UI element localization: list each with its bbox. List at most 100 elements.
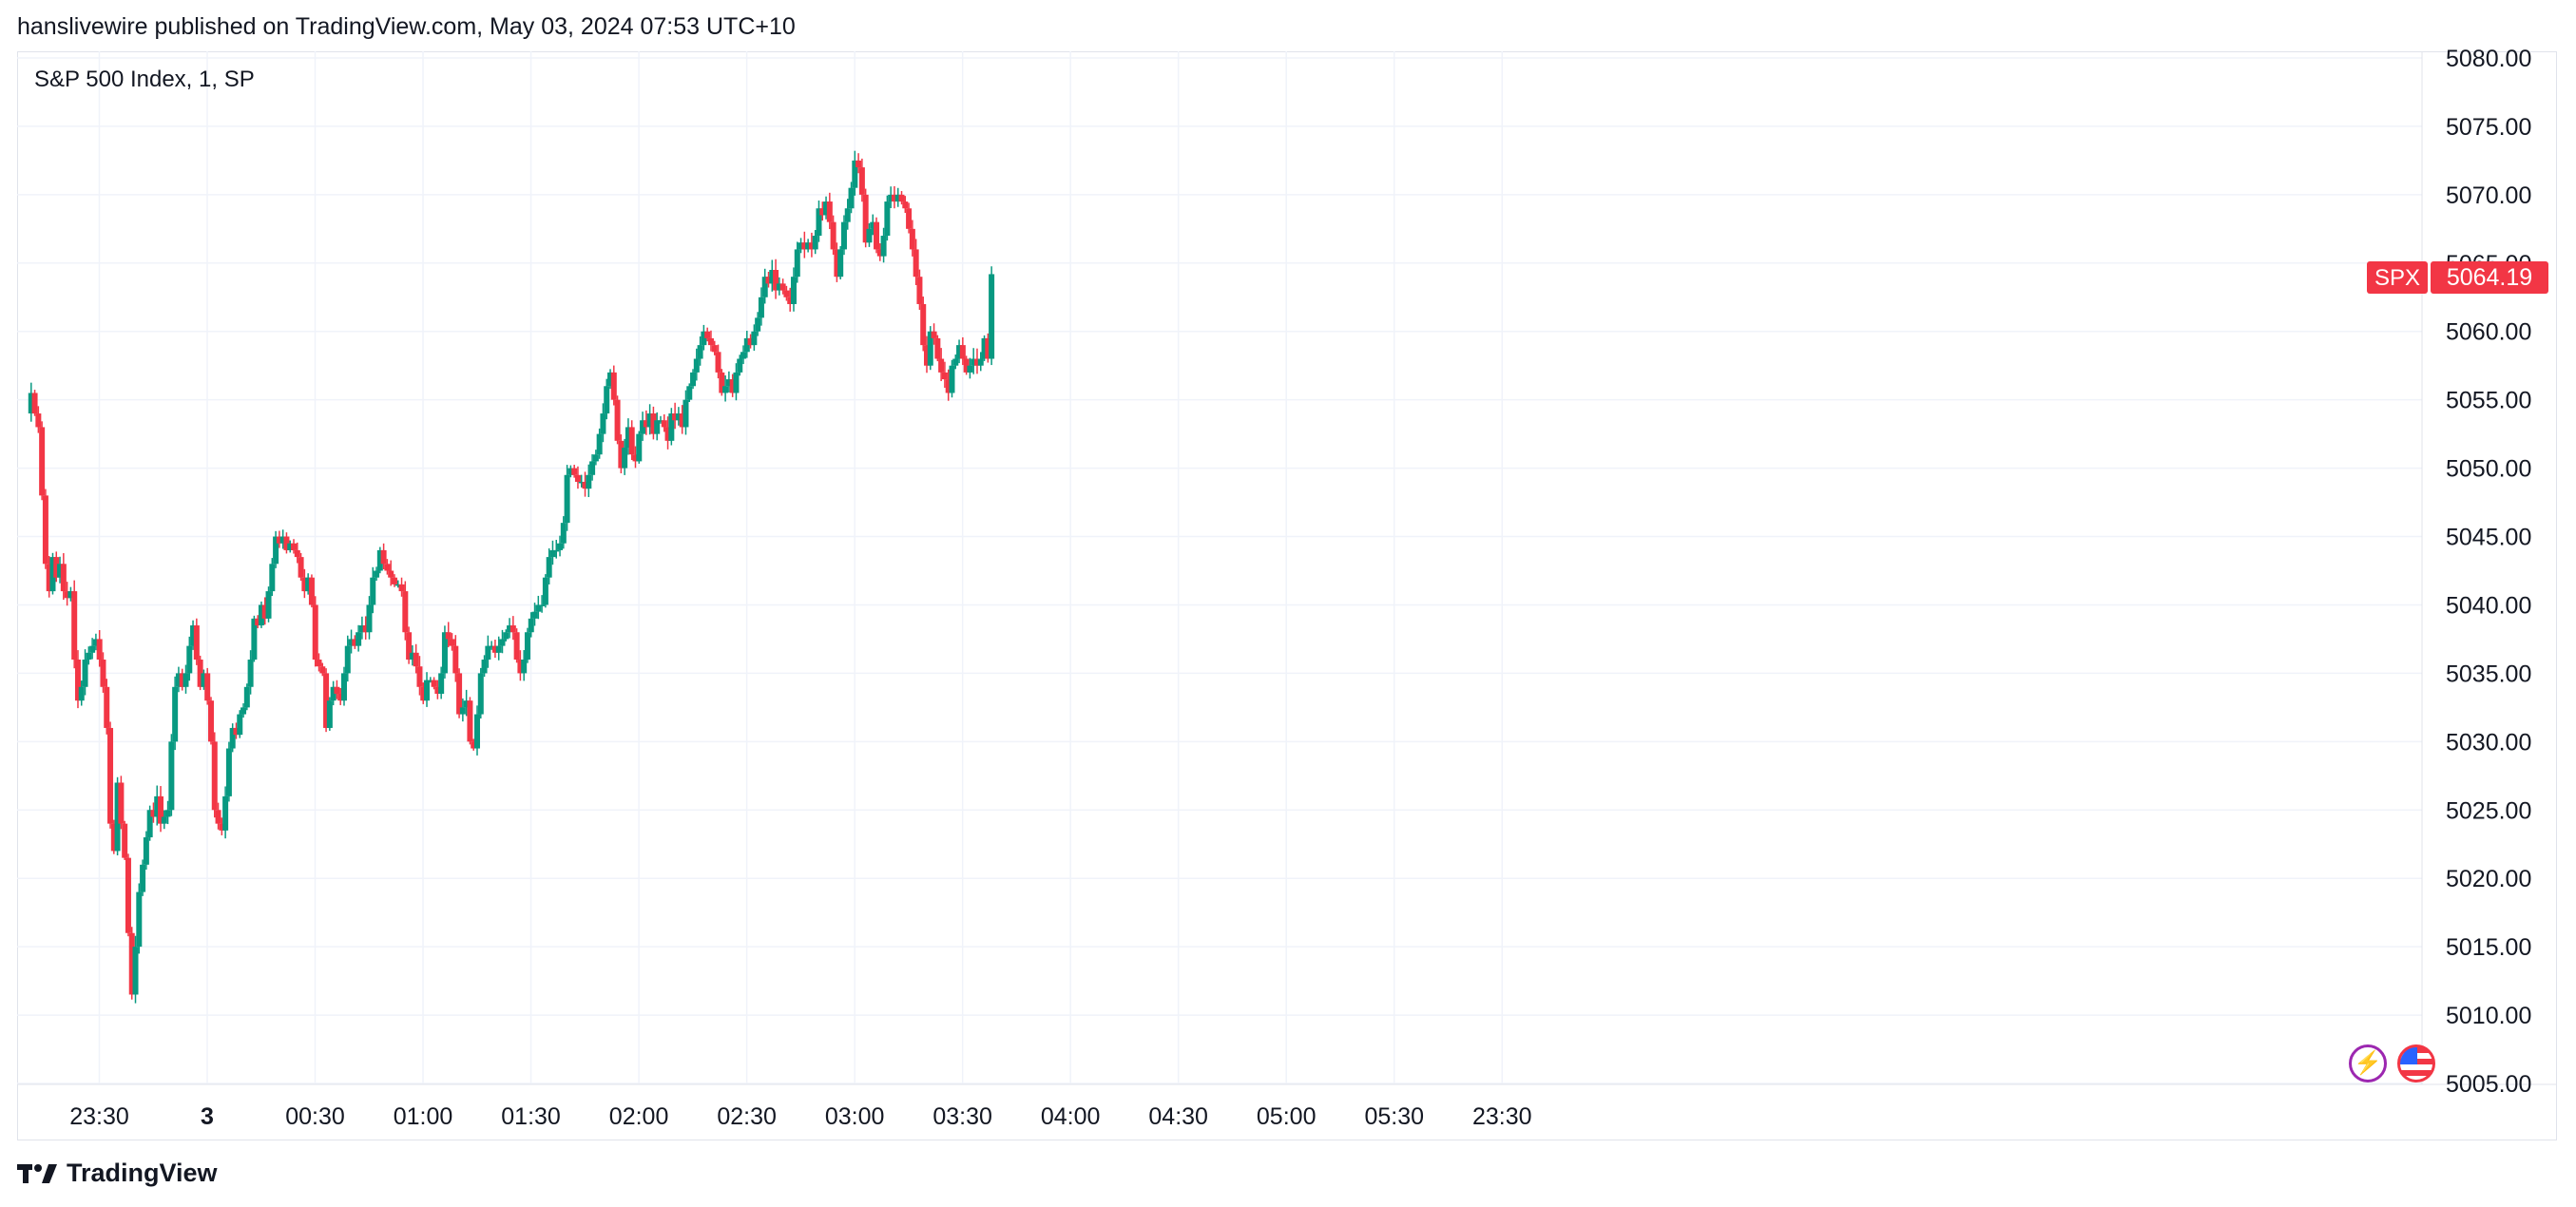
candle: [89, 638, 96, 660]
candle-body: [513, 632, 520, 661]
candle: [298, 552, 304, 582]
candle-body: [240, 707, 247, 715]
candle: [661, 414, 667, 432]
candle-body: [255, 618, 261, 626]
candle-body: [675, 413, 682, 421]
candle-body: [517, 660, 524, 674]
candle: [57, 556, 64, 584]
candle: [866, 222, 873, 247]
candle-body: [783, 290, 790, 297]
candle: [154, 785, 161, 826]
candle: [172, 676, 179, 751]
candle-body: [826, 201, 833, 222]
candle: [445, 622, 452, 648]
candle: [938, 348, 945, 382]
candle-body: [823, 201, 830, 216]
candle: [902, 196, 909, 214]
x-tick-label: 04:30: [1148, 1103, 1208, 1130]
candle: [574, 466, 581, 489]
candle-body: [348, 639, 355, 646]
candle: [967, 357, 973, 379]
candle-body: [222, 795, 229, 831]
candle-body: [600, 413, 606, 434]
us-flag-icon[interactable]: [2397, 1044, 2435, 1082]
candle: [273, 530, 279, 568]
candle: [586, 464, 592, 498]
candle-body: [787, 297, 794, 304]
candle: [657, 415, 663, 424]
candle: [779, 278, 786, 295]
candle: [737, 354, 743, 376]
candle: [308, 574, 315, 608]
lightning-icon[interactable]: ⚡: [2349, 1044, 2387, 1082]
candle: [834, 242, 840, 282]
candle: [531, 603, 538, 626]
candle-body: [334, 686, 340, 694]
candle: [733, 363, 740, 401]
candle-body: [449, 639, 455, 646]
candle: [773, 259, 779, 299]
price-label[interactable]: SPX 5064.19: [2367, 261, 2548, 294]
candle-body: [445, 632, 452, 640]
candle: [693, 348, 700, 381]
symbol-title[interactable]: S&P 500 Index, 1, SP: [34, 67, 255, 92]
candle-body: [388, 570, 394, 578]
candle-body: [283, 536, 290, 550]
candle: [406, 626, 413, 664]
candle: [240, 703, 247, 718]
candle-body: [790, 277, 797, 304]
candle: [862, 188, 869, 248]
candle: [398, 577, 405, 597]
candle-body: [719, 372, 725, 393]
candle-body: [776, 283, 782, 291]
candle: [60, 553, 67, 601]
candle: [521, 650, 528, 681]
candle: [858, 158, 865, 202]
candle-body: [870, 221, 876, 229]
candle-body: [578, 481, 585, 484]
candle-body: [507, 625, 513, 633]
candle: [672, 402, 679, 430]
candle: [761, 268, 768, 304]
candle-body: [154, 795, 161, 817]
candle-body: [880, 236, 887, 257]
candle: [884, 195, 891, 241]
candle: [557, 535, 564, 557]
candle-body: [808, 242, 815, 250]
candle: [110, 819, 117, 854]
candle: [150, 802, 157, 823]
chart-frame: [17, 51, 2557, 1140]
candle: [237, 710, 243, 738]
candle-body: [39, 427, 46, 496]
candle: [874, 217, 880, 254]
tradingview-logo[interactable]: TradingView: [17, 1159, 218, 1188]
candle-body: [477, 673, 484, 715]
candle: [758, 287, 764, 326]
candle-body: [86, 652, 92, 661]
candle: [344, 635, 351, 682]
candle-body: [697, 345, 703, 359]
candle: [402, 581, 409, 641]
candle: [888, 186, 894, 208]
candle: [247, 650, 254, 695]
candle-body: [128, 932, 135, 995]
candle: [31, 390, 38, 416]
candle: [906, 202, 913, 234]
candle-body: [467, 700, 473, 742]
candle: [755, 312, 761, 336]
candle: [589, 454, 596, 481]
candle-body: [358, 625, 365, 633]
price-axis: 5080.005075.005070.005065.005060.005055.…: [2446, 46, 2531, 1098]
candle-body: [186, 645, 193, 674]
candle-body: [625, 427, 631, 449]
candle-body: [546, 557, 552, 578]
candle: [790, 267, 797, 312]
candle-body: [150, 810, 157, 817]
x-tick-label: 02:30: [717, 1103, 777, 1130]
candle-body: [398, 584, 405, 592]
candle: [427, 677, 433, 683]
candle: [352, 635, 358, 649]
x-tick-label: 02:00: [609, 1103, 669, 1130]
candle: [416, 656, 423, 696]
